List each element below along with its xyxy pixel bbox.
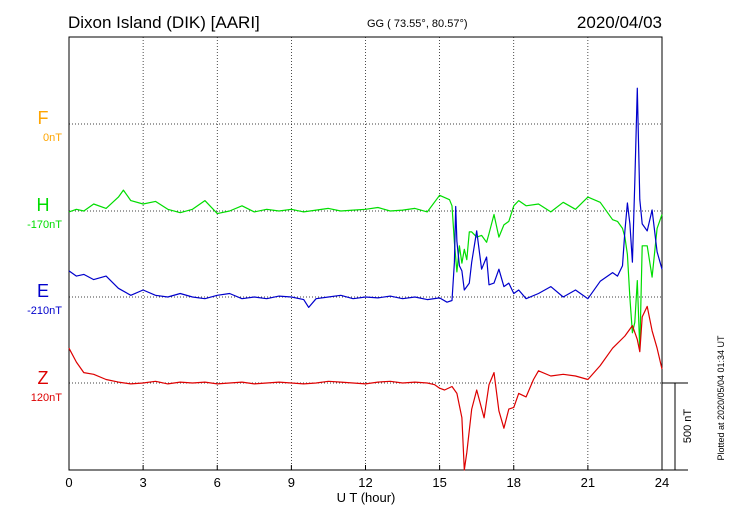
series-line-h bbox=[68, 189, 663, 351]
series-baseline-h: -170nT bbox=[27, 219, 62, 231]
x-tick-label-18: 18 bbox=[507, 475, 521, 490]
grid-lines bbox=[69, 37, 662, 470]
series-name-h: H bbox=[37, 195, 50, 215]
x-tick-label-24: 24 bbox=[655, 475, 669, 490]
x-axis-label: U T (hour) bbox=[337, 490, 396, 505]
series-name-z: Z bbox=[38, 368, 49, 388]
series-line-e bbox=[68, 87, 663, 308]
x-tick-label-15: 15 bbox=[432, 475, 446, 490]
series-baseline-z: 120nT bbox=[31, 392, 62, 404]
x-tick-label-0: 0 bbox=[65, 475, 72, 490]
station-title: Dixon Island (DIK) [AARI] bbox=[68, 13, 260, 32]
coordinates-label: GG ( 73.55°, 80.57°) bbox=[367, 18, 468, 30]
series-label-e: E -210nT bbox=[27, 281, 62, 317]
series-baseline-e: -210nT bbox=[27, 305, 62, 317]
series-lines bbox=[68, 87, 663, 471]
x-tick-label-21: 21 bbox=[581, 475, 595, 490]
x-tick-label-9: 9 bbox=[288, 475, 295, 490]
series-label-z: Z 120nT bbox=[31, 368, 62, 404]
date-label: 2020/04/03 bbox=[577, 13, 662, 32]
x-axis-ticks: 0 3 6 9 12 15 18 21 24 bbox=[65, 465, 669, 490]
plotted-timestamp: Plotted at 2020/05/04 01:34 UT bbox=[716, 335, 726, 461]
series-label-f: F 0nT bbox=[38, 108, 63, 144]
x-tick-label-6: 6 bbox=[214, 475, 221, 490]
x-tick-label-12: 12 bbox=[358, 475, 372, 490]
scale-bar-label: 500 nT bbox=[682, 409, 694, 444]
scale-bar: 500 nT bbox=[662, 382, 694, 471]
series-name-f: F bbox=[38, 108, 49, 128]
series-baseline-f: 0nT bbox=[43, 132, 62, 144]
series-label-h: H -170nT bbox=[27, 195, 62, 231]
series-line-z bbox=[68, 305, 663, 471]
series-name-e: E bbox=[37, 281, 49, 301]
x-tick-label-3: 3 bbox=[140, 475, 147, 490]
